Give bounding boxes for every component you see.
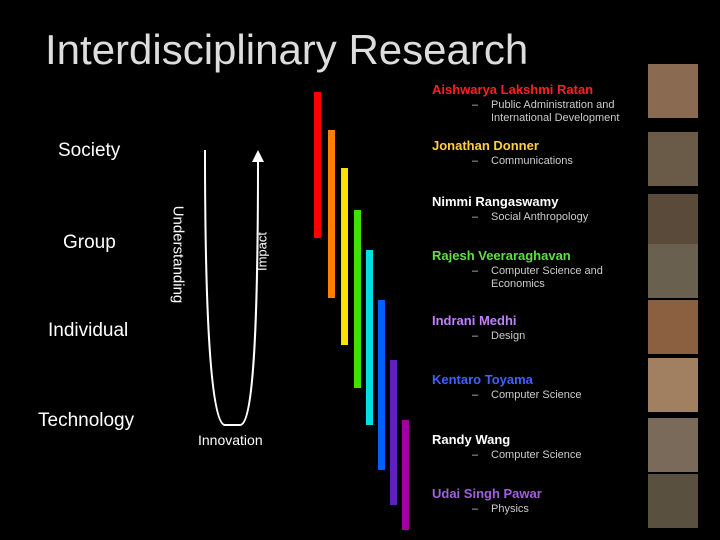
person-field: Computer Science xyxy=(491,389,582,401)
person-name: Indrani Medhi xyxy=(432,313,517,328)
person-field: Computer Science and Economics xyxy=(491,265,603,290)
photo xyxy=(648,300,698,354)
person-name: Nimmi Rangaswamy xyxy=(432,194,559,209)
bullet: – xyxy=(472,389,479,401)
arrowhead xyxy=(252,150,264,162)
axis-label: Innovation xyxy=(198,432,263,448)
bullet: – xyxy=(472,211,479,223)
bar xyxy=(402,420,409,530)
person-field: Computer Science xyxy=(491,449,582,461)
person-name: Aishwarya Lakshmi Ratan xyxy=(432,82,594,97)
photo xyxy=(648,418,698,472)
bar xyxy=(378,300,385,470)
bar xyxy=(366,250,373,425)
person-field: Physics xyxy=(491,503,529,515)
bullet: – xyxy=(472,265,479,277)
level-label: Group xyxy=(63,232,116,253)
bar xyxy=(314,92,321,238)
bullet: – xyxy=(472,99,479,111)
person-name: Randy Wang xyxy=(432,432,511,447)
bullet: – xyxy=(472,503,479,515)
person-field: Communications xyxy=(491,155,573,167)
photo xyxy=(648,194,698,248)
photo xyxy=(648,474,698,528)
bar xyxy=(328,130,335,298)
person-field: Social Anthropology xyxy=(491,211,589,223)
person-field: Design xyxy=(491,330,526,342)
color-bars xyxy=(314,92,409,530)
photo xyxy=(648,64,698,118)
level-label: Individual xyxy=(48,320,129,341)
person-name: Udai Singh Pawar xyxy=(432,486,542,501)
level-label: Technology xyxy=(38,410,135,431)
innovation-curve xyxy=(204,149,259,426)
bullet: – xyxy=(472,449,479,461)
title: Interdisciplinary Research xyxy=(45,26,529,73)
bar xyxy=(354,210,361,388)
axis-label: Understanding xyxy=(169,205,187,304)
bar xyxy=(390,360,397,505)
bullet: – xyxy=(472,155,479,167)
person-name: Kentaro Toyama xyxy=(432,372,533,387)
person-name: Rajesh Veeraraghavan xyxy=(432,248,571,263)
person-name: Jonathan Donner xyxy=(432,138,539,153)
bar xyxy=(341,168,348,345)
bullet: – xyxy=(472,330,479,342)
photo xyxy=(648,244,698,298)
photo xyxy=(648,358,698,412)
level-label: Society xyxy=(58,140,121,161)
photos xyxy=(648,64,698,528)
axis-label: Impact xyxy=(254,232,270,272)
person-field: Public Administration and International … xyxy=(491,99,620,124)
photo xyxy=(648,132,698,186)
